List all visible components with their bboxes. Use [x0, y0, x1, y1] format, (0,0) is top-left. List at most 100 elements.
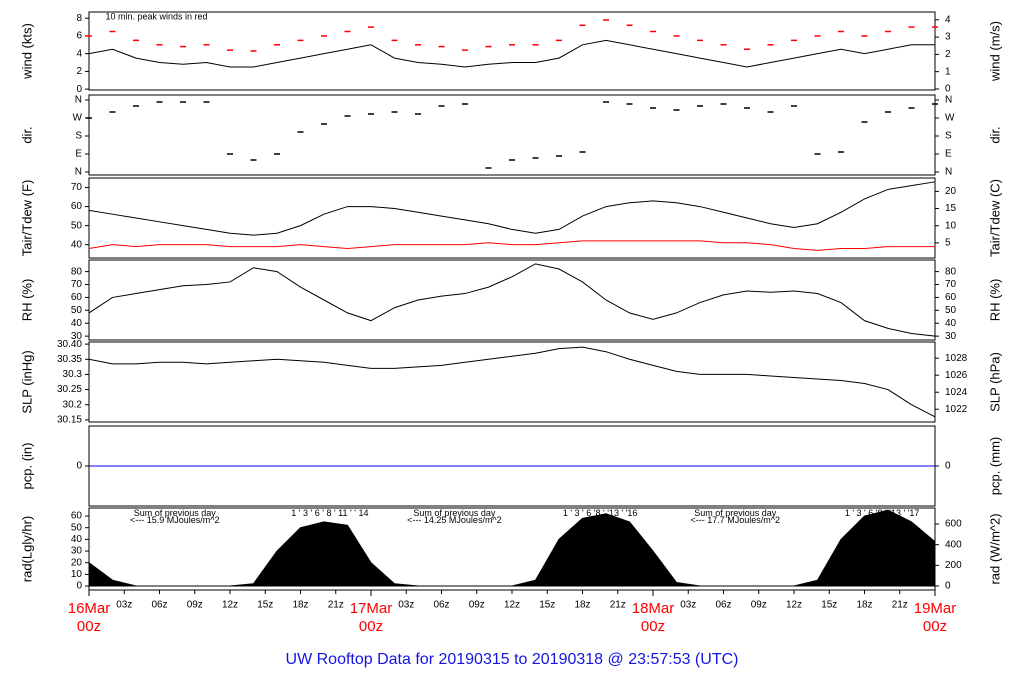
x-tick-label: 03z: [116, 600, 132, 611]
x-tick-label: 12z: [222, 600, 238, 611]
y-tick-label: S: [75, 131, 82, 142]
y2-tick-label: 80: [945, 266, 957, 277]
y-tick-label: N: [75, 95, 82, 106]
y-tick-label: 80: [71, 266, 83, 277]
y-tick-label: 40: [71, 534, 83, 545]
y-tick-label: 30.3: [63, 369, 83, 380]
x-tick-label: 06z: [433, 600, 449, 611]
line: [88, 240, 935, 251]
y2-tick-label: N: [945, 95, 952, 106]
y2-tick-label: 15: [945, 203, 957, 214]
y2-tick-label: 60: [945, 292, 957, 303]
annotation: 1 ' 3 ' 6 '8 ' '13 ' '16: [563, 508, 638, 518]
panel-frame: [88, 177, 936, 259]
y2-tick-label: 1026: [945, 370, 968, 381]
annotation: 1 ' 3 ' 6 '8 ' '13 ' '17: [845, 508, 920, 518]
line: [88, 263, 936, 337]
y2-axis-label: pcp. (mm): [987, 437, 1002, 496]
panel-frame: [88, 94, 936, 176]
x-tick-label: 03z: [680, 600, 696, 611]
annotation: 10 min. peak winds in red: [105, 12, 207, 22]
x-tick-label: 15z: [539, 600, 555, 611]
y-axis-label: dir.: [19, 126, 34, 143]
x-tick-label: 09z: [187, 600, 203, 611]
y2-axis-label: rad (W/m^2): [987, 513, 1002, 584]
x-tick-label: 18z: [292, 600, 308, 611]
y-tick-label: 20: [71, 557, 83, 568]
y-tick-label: 50: [71, 305, 83, 316]
y-tick-label: 0: [76, 461, 82, 472]
x-major-label: 19Mar: [914, 600, 957, 617]
y-tick-label: 40: [71, 318, 83, 329]
y-axis-label: pcp. (in): [19, 443, 34, 490]
x-tick-label: 21z: [610, 600, 626, 611]
page-title: UW Rooftop Data for 20190315 to 20190318…: [286, 651, 739, 668]
x-tick-label: 15z: [257, 600, 273, 611]
y2-tick-label: 0: [945, 461, 951, 472]
line: [88, 346, 936, 418]
y-tick-label: 30.40: [57, 339, 82, 350]
y2-tick-label: S: [945, 131, 952, 142]
y2-tick-label: 70: [945, 279, 957, 290]
line: [88, 181, 936, 236]
y-tick-label: 60: [71, 511, 83, 522]
y2-tick-label: N: [945, 167, 952, 178]
x-major-sublabel: 00z: [923, 618, 947, 635]
y2-axis-label: wind (m/s): [987, 21, 1002, 82]
y2-axis-label: Tair/Tdew (C): [987, 179, 1002, 257]
y2-tick-label: 1022: [945, 404, 968, 415]
y-tick-label: 4: [76, 48, 82, 59]
y2-tick-label: 0: [945, 84, 951, 95]
y-tick-label: N: [75, 167, 82, 178]
y-tick-label: 30: [71, 331, 83, 342]
x-major-label: 16Mar: [68, 600, 111, 617]
line: [88, 39, 935, 68]
x-tick-label: 12z: [504, 600, 520, 611]
annotation: Sum of previous day: [134, 508, 217, 518]
panel-frame: [88, 341, 936, 423]
y-axis-label: Tair/Tdew (F): [19, 180, 34, 257]
x-major-label: 18Mar: [632, 600, 675, 617]
x-tick-label: 09z: [751, 600, 767, 611]
y-tick-label: 0: [76, 581, 82, 592]
y2-tick-label: 30: [945, 331, 957, 342]
y-tick-label: E: [75, 149, 82, 160]
x-tick-label: 15z: [821, 600, 837, 611]
y2-tick-label: 200: [945, 560, 962, 571]
y2-tick-label: 10: [945, 220, 957, 231]
x-major-sublabel: 00z: [359, 618, 383, 635]
y-axis-label: SLP (inHg): [19, 350, 34, 413]
y2-tick-label: E: [945, 149, 952, 160]
y-tick-label: 8: [76, 13, 82, 24]
y-axis-label: rad(Lgly/hr): [19, 516, 34, 582]
x-tick-label: 18z: [856, 600, 872, 611]
y2-tick-label: 20: [945, 186, 957, 197]
x-tick-label: 18z: [574, 600, 590, 611]
y2-tick-label: 50: [945, 305, 957, 316]
y-tick-label: 30.2: [63, 399, 83, 410]
x-tick-label: 06z: [715, 600, 731, 611]
x-tick-label: 21z: [892, 600, 908, 611]
y-tick-label: 2: [76, 66, 82, 77]
y-tick-label: 50: [71, 522, 83, 533]
y-tick-label: 0: [76, 84, 82, 95]
annotation: Sum of previous day: [694, 508, 777, 518]
y-axis-label: wind (kts): [19, 23, 34, 80]
y-tick-label: 60: [71, 292, 83, 303]
y-tick-label: 70: [71, 182, 83, 193]
y-tick-label: 40: [71, 239, 83, 250]
y2-tick-label: 40: [945, 318, 957, 329]
y2-tick-label: 5: [945, 238, 951, 249]
x-tick-label: 03z: [398, 600, 414, 611]
y2-axis-label: SLP (hPa): [987, 352, 1002, 412]
x-major-label: 17Mar: [350, 600, 393, 617]
panel-frame: [88, 11, 936, 91]
panel-frame: [88, 259, 936, 341]
y2-tick-label: 600: [945, 519, 962, 530]
y-tick-label: 6: [76, 31, 82, 42]
y2-tick-label: 3: [945, 32, 951, 43]
x-tick-label: 06z: [151, 600, 167, 611]
y-tick-label: 60: [71, 201, 83, 212]
